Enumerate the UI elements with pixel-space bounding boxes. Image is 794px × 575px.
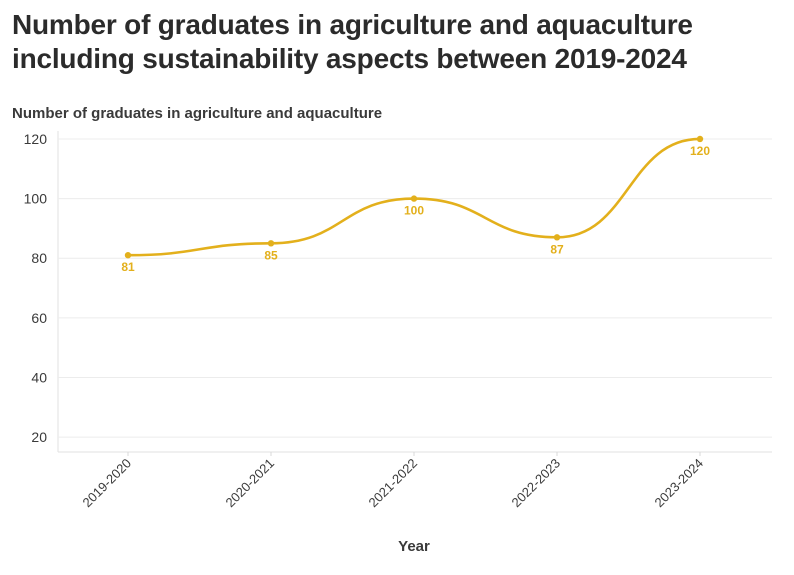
series-line — [126, 137, 702, 257]
x-axis-title: Year — [398, 538, 430, 555]
data-label-2021-2022: 100 — [404, 204, 424, 218]
grid-lines — [57, 131, 772, 453]
x-tick-label-2023-2024: 2023-2024 — [652, 456, 707, 511]
y-axis-ticks: 20 40 60 80 100 120 — [24, 131, 48, 445]
x-tick-label-2022-2023: 2022-2023 — [509, 456, 564, 511]
data-point-2019-2020[interactable] — [124, 252, 132, 259]
x-axis-ticks: 2019-2020 2020-2021 2021-2022 2022-2023 2023… — [80, 452, 707, 511]
y-tick-label-40: 40 — [31, 369, 47, 385]
x-tick-label-2021-2022: 2021-2022 — [366, 456, 421, 511]
y-tick-label-120: 120 — [24, 131, 48, 147]
y-tick-label-80: 80 — [31, 250, 47, 266]
data-point-2020-2021[interactable] — [267, 240, 275, 247]
chart-subtitle: Number of graduates in agriculture and a… — [12, 105, 383, 122]
series-line-group — [126, 137, 702, 257]
data-point-2023-2024[interactable] — [696, 135, 704, 143]
x-tick-label-2019-2020: 2019-2020 — [80, 456, 135, 511]
y-tick-label-100: 100 — [24, 191, 48, 207]
x-tick-label-2020-2021: 2020-2021 — [223, 456, 278, 511]
y-tick-label-20: 20 — [31, 429, 47, 445]
data-label-2022-2023: 87 — [550, 242, 564, 256]
data-points — [124, 135, 704, 259]
data-label-2020-2021: 85 — [264, 248, 278, 262]
data-point-2022-2023[interactable] — [553, 234, 561, 241]
data-point-2021-2022[interactable] — [410, 195, 418, 202]
chart-title: Number of graduates in agriculture and a… — [12, 9, 693, 74]
data-label-2019-2020: 81 — [121, 260, 135, 274]
data-label-2023-2024: 120 — [690, 144, 710, 158]
y-tick-label-60: 60 — [31, 310, 47, 326]
data-labels: 81 85 100 87 120 — [121, 144, 710, 274]
